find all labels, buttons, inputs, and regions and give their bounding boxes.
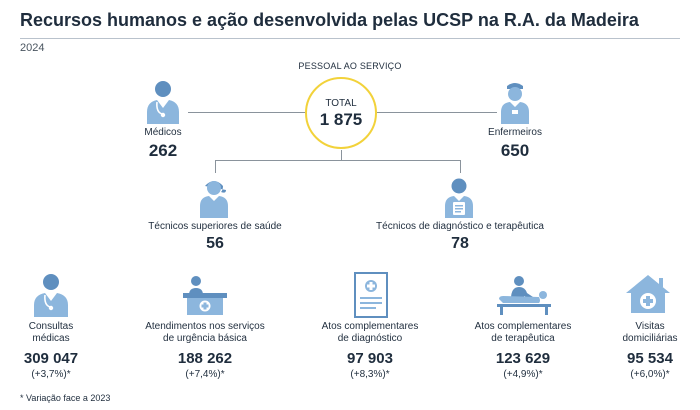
connector-total-down: [341, 150, 342, 160]
activity-label-line1: Atos complementares: [321, 321, 419, 332]
footnote: * Variação face a 2023: [20, 393, 111, 403]
home-health-icon: [624, 273, 672, 315]
connector-right-down: [460, 160, 461, 173]
activity-variation: (+8,3%)*: [350, 369, 390, 380]
tecnicos-superiores-value: 56: [206, 235, 224, 252]
total-label: TOTAL: [325, 98, 357, 109]
activity-value: 97 903: [347, 350, 393, 367]
medicos-value: 262: [148, 141, 178, 160]
activity-label: Atos complementares de diagnóstico: [305, 321, 435, 345]
activity-label-line1: Consultas: [28, 321, 74, 332]
doctor-icon: [144, 78, 182, 124]
connector-enfermeiros: [377, 112, 497, 113]
activity-label: Atendimentos nos serviços de urgência bá…: [130, 321, 280, 345]
activity-label-line2: domiciliárias: [622, 333, 678, 344]
enfermeiros-label: Enfermeiros: [488, 127, 542, 138]
total-circle: TOTAL 1 875: [305, 77, 377, 149]
activity-label-line1: Atos complementares: [474, 321, 572, 332]
page-title: Recursos humanos e ação desenvolvida pel…: [20, 10, 639, 30]
medical-report-icon: [354, 272, 388, 318]
female-technician-icon: [196, 176, 232, 218]
nurse-icon: [496, 80, 534, 124]
male-technician-icon: [441, 176, 477, 218]
tecnicos-diagnostico-value: 78: [451, 235, 469, 252]
activity-label-line1: Atendimentos nos serviços: [145, 321, 265, 332]
doctor-consultation-icon: [31, 271, 71, 317]
activity-label-line2: de diagnóstico: [337, 333, 403, 344]
tecnicos-diagnostico-label: Técnicos de diagnóstico e terapêutica: [376, 221, 544, 232]
activity-label: Atos complementares de terapêutica: [458, 321, 588, 345]
tecnicos-superiores-label: Técnicos superiores de saúde: [148, 221, 282, 232]
activity-label-line1: Visitas: [635, 321, 665, 332]
activity-value: 309 047: [23, 350, 79, 367]
connector-medicos: [188, 112, 305, 113]
year-label: 2024: [20, 42, 45, 54]
enfermeiros-value: 650: [500, 141, 530, 160]
activity-label-line2: de urgência básica: [163, 333, 247, 344]
activity-label-line2: médicas: [32, 333, 70, 344]
emergency-desk-icon: [181, 273, 229, 315]
activity-value: 95 534: [627, 350, 673, 367]
activity-value: 123 629: [495, 350, 551, 367]
activity-value: 188 262: [177, 350, 233, 367]
activity-label: Consultas médicas: [8, 321, 94, 345]
medicos-label: Médicos: [144, 127, 182, 138]
activity-label: Visitas domiciliárias: [606, 321, 694, 345]
activity-variation: (+4,9%)*: [503, 369, 543, 380]
therapy-massage-icon: [497, 275, 551, 315]
activity-label-line2: de terapêutica: [491, 333, 555, 344]
connector-technicians: [215, 160, 460, 161]
staff-section-label: PESSOAL AO SERVIÇO: [298, 61, 402, 71]
activity-variation: (+6,0%)*: [630, 369, 670, 380]
activity-variation: (+7,4%)*: [185, 369, 225, 380]
connector-left-down: [215, 160, 216, 173]
activity-variation: (+3,7%)*: [31, 369, 71, 380]
title-divider: [20, 38, 680, 39]
total-value: 1 875: [319, 110, 363, 129]
